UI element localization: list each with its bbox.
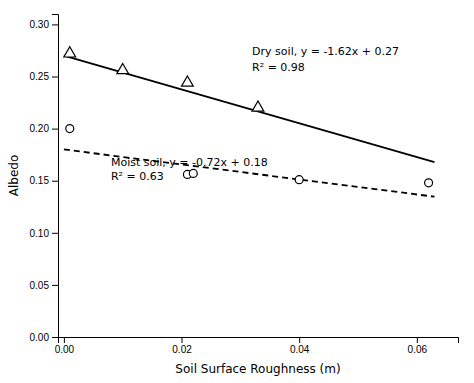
point <box>64 47 76 57</box>
y-tick: 0.05 <box>30 280 58 291</box>
annotations: Dry soil, y = -1.62x + 0.27 R² = 0.98 Mois… <box>111 45 399 183</box>
y-axis-title: Albedo <box>7 155 21 197</box>
chart: 0.00 0.02 0.04 0.06 0.00 0.05 0.10 0.15 0.20 0.25… <box>0 0 474 383</box>
fit-line <box>64 56 435 162</box>
point-group <box>66 125 433 187</box>
x-tick-label: 0.02 <box>172 344 192 355</box>
y-tick-label: 0.05 <box>30 280 50 291</box>
y-axis: 0.00 0.05 0.10 0.15 0.20 0.25 0.30 <box>30 15 59 343</box>
x-tick: 0.06 <box>408 337 428 355</box>
x-tick: 0.02 <box>172 337 192 355</box>
y-tick: 0.25 <box>30 71 58 82</box>
y-tick-label: 0.25 <box>30 71 50 82</box>
x-tick-mark <box>417 337 418 343</box>
y-tick: 0.30 <box>30 19 58 30</box>
x-tick: 0.00 <box>55 337 75 355</box>
y-tick-label: 0.15 <box>30 175 50 186</box>
x-tick-mark <box>182 337 183 343</box>
point <box>189 169 197 177</box>
fit-line <box>64 149 435 196</box>
point <box>66 125 74 133</box>
x-tick-label: 0.00 <box>55 344 75 355</box>
x-axis: 0.00 0.02 0.04 0.06 <box>55 337 459 355</box>
y-tick: 0.10 <box>30 228 58 239</box>
point <box>295 176 303 184</box>
x-tick-label: 0.06 <box>408 344 428 355</box>
annotation: R² = 0.98 <box>252 61 305 74</box>
point-group <box>64 47 264 111</box>
x-tick: 0.04 <box>290 337 310 355</box>
y-tick-label: 0.10 <box>30 228 50 239</box>
x-tick-mark <box>64 337 65 343</box>
marks <box>64 47 435 197</box>
y-tick-mark <box>52 285 58 286</box>
annotation: R² = 0.63 <box>111 170 164 183</box>
y-tick-label: 0.20 <box>30 123 50 134</box>
y-axis-line <box>52 15 59 338</box>
y-tick: 0.15 <box>30 175 58 186</box>
y-tick-label: 0.00 <box>30 332 50 343</box>
x-axis-title: Soil Surface Roughness (m) <box>175 362 340 376</box>
x-axis-line <box>59 338 459 344</box>
x-tick-mark <box>299 337 300 343</box>
x-tick-label: 0.04 <box>290 344 310 355</box>
plot: 0.00 0.02 0.04 0.06 0.00 0.05 0.10 0.15 0.20 0.25… <box>30 15 459 356</box>
y-tick-mark <box>52 181 58 182</box>
point <box>182 76 194 86</box>
y-tick-mark <box>52 129 58 130</box>
point <box>425 179 433 187</box>
y-tick-mark <box>52 337 58 338</box>
y-tick: 0.20 <box>30 123 58 134</box>
y-tick-mark <box>52 24 58 25</box>
annotation: Dry soil, y = -1.62x + 0.27 <box>252 45 399 58</box>
y-tick: 0.00 <box>30 332 58 343</box>
y-tick-label: 0.30 <box>30 19 50 30</box>
y-tick-mark <box>52 77 58 78</box>
annotation: Moist soil, y = -0.72x + 0.18 <box>111 156 268 169</box>
point <box>117 63 129 73</box>
point <box>252 101 264 111</box>
y-tick-mark <box>52 233 58 234</box>
